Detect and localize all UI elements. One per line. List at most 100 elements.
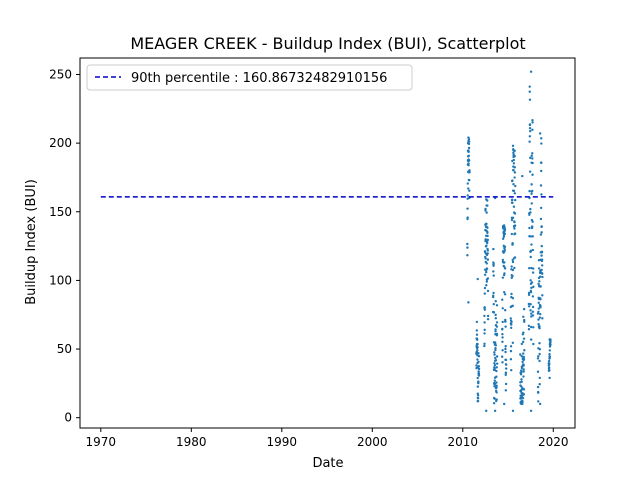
scatter-point <box>529 309 532 312</box>
scatter-point <box>468 189 471 192</box>
scatter-point <box>486 234 489 238</box>
scatter-point <box>486 231 489 235</box>
scatter-point <box>476 358 479 361</box>
scatter-point <box>539 206 543 210</box>
scatter-point <box>538 326 541 330</box>
scatter-point <box>485 244 488 247</box>
scatter-point <box>466 207 469 210</box>
scatter-point <box>512 151 515 155</box>
scatter-point <box>485 267 489 270</box>
scatter-point <box>485 270 488 274</box>
scatter-point <box>511 409 515 413</box>
scatter-point <box>477 354 481 358</box>
scatter-point <box>538 325 541 328</box>
scatter-point <box>467 150 470 154</box>
scatter-point <box>528 98 532 101</box>
scatter-point <box>540 258 544 261</box>
scatter-point <box>467 154 471 157</box>
scatter-point <box>540 254 543 257</box>
scatter-point <box>513 227 516 230</box>
scatter-point <box>510 265 513 268</box>
scatter-point <box>485 409 488 413</box>
scatter-point <box>541 294 544 297</box>
scatter-point <box>538 316 542 319</box>
scatter-point <box>483 273 487 277</box>
scatter-point <box>522 368 525 371</box>
scatter-point <box>509 349 513 353</box>
x-axis-label: Date <box>312 456 343 471</box>
scatter-point <box>528 189 531 193</box>
scatter-point <box>483 344 486 348</box>
scatter-point <box>529 70 533 73</box>
scatter-point <box>538 376 541 380</box>
scatter-point <box>493 353 496 356</box>
scatter-point <box>495 398 498 401</box>
scatter-point <box>477 365 481 368</box>
scatter-point <box>527 305 531 308</box>
scatter-point <box>511 216 515 219</box>
x-tick-label: 1990 <box>267 435 298 449</box>
scatter-point <box>477 374 481 377</box>
scatter-point <box>486 249 490 252</box>
x-tick-label: 1980 <box>176 435 207 449</box>
scatter-point <box>512 158 516 162</box>
y-axis-label: Buildup Index (BUI) <box>24 179 39 305</box>
scatter-point <box>494 317 497 320</box>
scatter-point <box>466 197 469 200</box>
scatter-point <box>539 312 542 316</box>
scatter-point <box>510 232 514 236</box>
scatter-point <box>476 400 479 403</box>
scatter-point <box>538 348 542 351</box>
scatter-point <box>494 313 497 317</box>
scatter-point <box>468 169 471 172</box>
scatter-point <box>511 341 515 344</box>
scatter-point <box>529 303 532 306</box>
scatter-point <box>493 397 496 400</box>
scatter-point <box>483 321 486 324</box>
scatter-point <box>531 235 534 238</box>
scatter-point <box>466 194 469 197</box>
scatter-point <box>511 258 514 262</box>
scatter-point <box>522 331 525 334</box>
scatter-point <box>529 235 533 238</box>
scatter-point <box>528 266 531 270</box>
scatter-point <box>500 355 504 358</box>
scatter-point <box>513 212 517 215</box>
scatter-point <box>475 333 479 336</box>
scatter-point <box>467 301 470 304</box>
scatter-point <box>504 389 507 392</box>
scatter-point <box>494 347 497 350</box>
scatter-point <box>539 233 543 236</box>
scatter-point <box>522 370 525 373</box>
scatter-point <box>495 381 498 384</box>
scatter-point <box>540 244 543 248</box>
scatter-point <box>466 246 469 249</box>
scatter-point <box>531 305 535 309</box>
scatter-point <box>531 267 535 270</box>
scatter-point <box>495 332 499 336</box>
scatter-point <box>527 324 531 328</box>
scatter-point <box>513 232 517 235</box>
scatter-point <box>532 326 535 329</box>
scatter-point <box>477 372 480 375</box>
scatter-point <box>504 350 507 354</box>
scatter-point <box>513 192 517 195</box>
scatter-point <box>536 357 540 360</box>
scatter-point <box>530 225 534 228</box>
scatter-point <box>549 343 552 346</box>
scatter-point <box>539 298 542 301</box>
scatter-point <box>537 267 541 270</box>
scatter-point <box>537 323 540 326</box>
scatter-point <box>531 271 535 274</box>
scatter-point <box>536 370 540 373</box>
scatter-point <box>502 224 506 227</box>
scatter-point <box>493 379 497 382</box>
scatter-point <box>531 314 535 317</box>
scatter-point <box>467 140 471 143</box>
scatter-point <box>540 231 543 234</box>
scatter-point <box>537 391 540 394</box>
scatter-point <box>538 342 541 345</box>
scatter-point <box>531 310 535 313</box>
scatter-point <box>537 318 540 321</box>
scatter-point <box>501 349 504 352</box>
